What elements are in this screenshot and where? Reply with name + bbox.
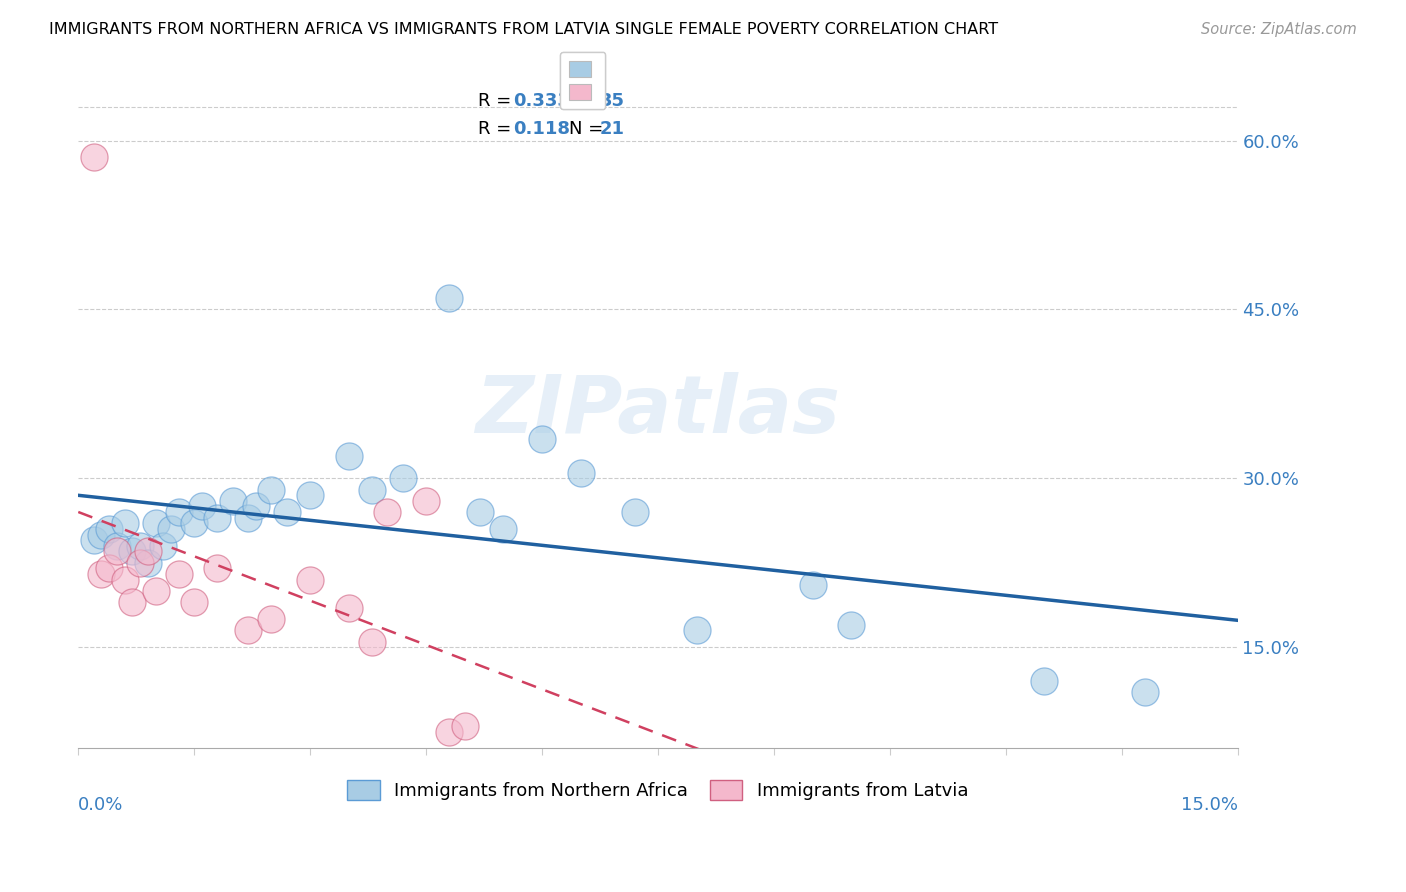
Text: R =: R = bbox=[478, 92, 517, 110]
Point bbox=[121, 595, 143, 609]
Point bbox=[530, 432, 553, 446]
Point bbox=[207, 510, 229, 524]
Point bbox=[377, 505, 399, 519]
Point bbox=[337, 449, 360, 463]
Point bbox=[183, 516, 205, 531]
Text: 0.118: 0.118 bbox=[513, 120, 569, 138]
Point bbox=[105, 539, 128, 553]
Point bbox=[105, 544, 128, 558]
Text: 0.333: 0.333 bbox=[513, 92, 569, 110]
Point bbox=[361, 634, 384, 648]
Point bbox=[260, 483, 283, 497]
Text: N =: N = bbox=[568, 92, 609, 110]
Point bbox=[470, 505, 492, 519]
Point bbox=[152, 539, 174, 553]
Point bbox=[839, 617, 862, 632]
Point bbox=[121, 544, 143, 558]
Legend: , : , bbox=[560, 53, 605, 109]
Point bbox=[90, 566, 112, 581]
Point bbox=[136, 544, 159, 558]
Point bbox=[183, 595, 205, 609]
Point bbox=[415, 493, 437, 508]
Point bbox=[129, 539, 152, 553]
Point bbox=[299, 488, 322, 502]
Point bbox=[361, 483, 384, 497]
Point bbox=[145, 583, 167, 598]
Point bbox=[136, 556, 159, 570]
Point bbox=[222, 493, 245, 508]
Point bbox=[245, 500, 267, 514]
Point bbox=[454, 719, 477, 733]
Point bbox=[145, 516, 167, 531]
Point bbox=[392, 471, 415, 485]
Text: ZIPatlas: ZIPatlas bbox=[475, 372, 841, 450]
Text: 15.0%: 15.0% bbox=[1181, 796, 1237, 814]
Point bbox=[238, 624, 260, 638]
Text: 0.0%: 0.0% bbox=[79, 796, 124, 814]
Point bbox=[98, 522, 121, 536]
Text: N =: N = bbox=[568, 120, 609, 138]
Point bbox=[260, 612, 283, 626]
Point bbox=[83, 150, 105, 164]
Point bbox=[439, 291, 461, 305]
Point bbox=[98, 561, 121, 575]
Point bbox=[191, 500, 214, 514]
Point bbox=[114, 516, 136, 531]
Point bbox=[1133, 685, 1156, 699]
Point bbox=[299, 573, 322, 587]
Point bbox=[167, 505, 190, 519]
Point bbox=[801, 578, 824, 592]
Text: IMMIGRANTS FROM NORTHERN AFRICA VS IMMIGRANTS FROM LATVIA SINGLE FEMALE POVERTY : IMMIGRANTS FROM NORTHERN AFRICA VS IMMIG… bbox=[49, 22, 998, 37]
Point bbox=[129, 556, 152, 570]
Point bbox=[1033, 673, 1056, 688]
Text: Source: ZipAtlas.com: Source: ZipAtlas.com bbox=[1201, 22, 1357, 37]
Point bbox=[569, 466, 592, 480]
Point bbox=[238, 510, 260, 524]
Point bbox=[492, 522, 515, 536]
Point bbox=[90, 527, 112, 541]
Point bbox=[114, 573, 136, 587]
Text: 21: 21 bbox=[600, 120, 626, 138]
Point bbox=[685, 624, 707, 638]
Point bbox=[83, 533, 105, 548]
Text: R =: R = bbox=[478, 120, 523, 138]
Point bbox=[439, 724, 461, 739]
Point bbox=[167, 566, 190, 581]
Text: 35: 35 bbox=[600, 92, 626, 110]
Point bbox=[207, 561, 229, 575]
Point bbox=[276, 505, 298, 519]
Point bbox=[160, 522, 183, 536]
Point bbox=[623, 505, 645, 519]
Point bbox=[337, 600, 360, 615]
